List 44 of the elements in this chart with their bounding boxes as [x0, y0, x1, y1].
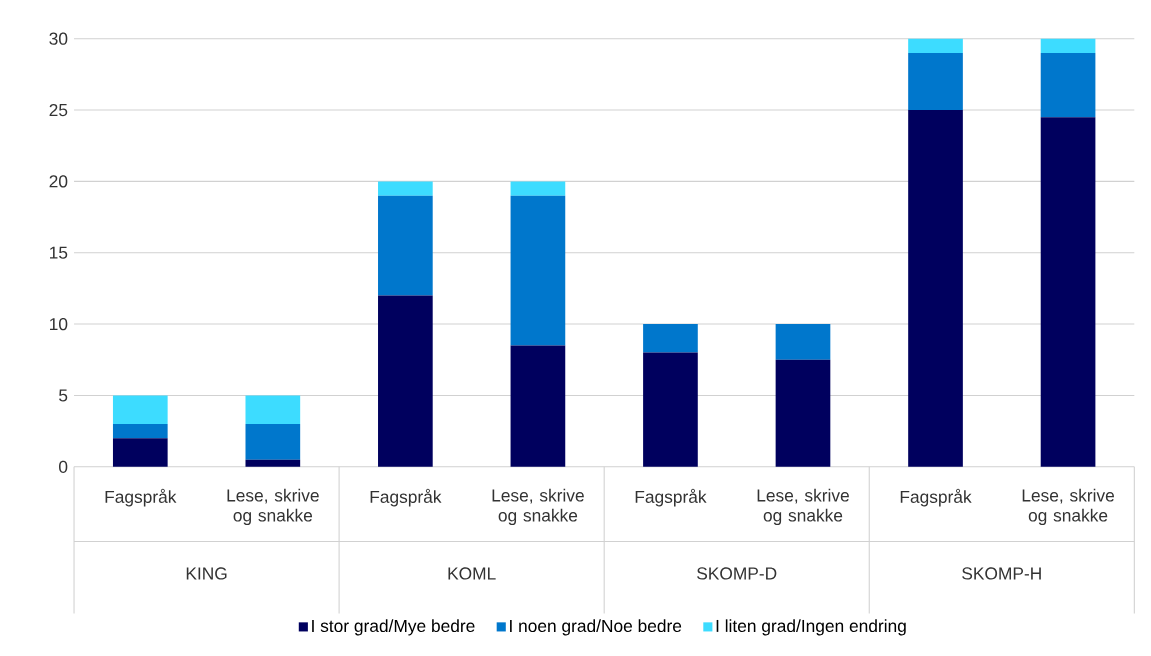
x-tick-label: Lese, skrive og snakke: [757, 488, 849, 525]
x-tick-label: Fagspråk: [105, 488, 177, 507]
bar: [510, 195, 566, 346]
bar: [775, 359, 831, 467]
y-tick-label: 20: [49, 175, 68, 188]
bar: [378, 181, 433, 196]
bar: [112, 395, 168, 424]
x-tick-label: Fagspråk: [370, 488, 442, 507]
bar: [908, 38, 963, 53]
bar: [245, 395, 301, 424]
x-tick-label: Lese, skrive og snakke: [227, 488, 319, 525]
bar: [112, 438, 168, 467]
bar: [775, 324, 831, 360]
x-tick-label: Lese, skrive og snakke: [492, 488, 584, 525]
legend-label: I liten grad/Ingen endring: [716, 619, 906, 636]
text: KING: [186, 567, 227, 580]
bar: [1040, 117, 1096, 467]
y-tick-label: 0: [59, 460, 68, 473]
bar: [643, 352, 698, 467]
bar: [378, 195, 433, 296]
bar: [908, 109, 963, 467]
bar: [908, 52, 963, 110]
text: SKOMP-H: [962, 567, 1041, 580]
y-tick-label: 25: [49, 103, 68, 117]
legend-label: I noen grad/Noe bedre: [510, 619, 682, 636]
legend-label: I stor grad/Mye bedre: [312, 619, 475, 636]
bar: [510, 345, 566, 467]
bar: [112, 423, 168, 439]
bar: [245, 459, 301, 467]
bar: [245, 423, 301, 460]
bar: [378, 295, 433, 467]
x-tick-label: Lese, skrive og snakke: [1022, 488, 1114, 525]
y-tick-label: 30: [49, 32, 68, 45]
bar: [510, 181, 566, 196]
bar: [1040, 52, 1096, 118]
x-tick-label: Fagspråk: [635, 488, 707, 507]
y-tick-label: 10: [50, 317, 68, 331]
text: KOML: [448, 567, 496, 580]
y-tick-label: 15: [50, 246, 68, 259]
y-tick-label: 5: [59, 389, 68, 402]
bar: [1040, 38, 1096, 53]
bar: [643, 324, 698, 353]
x-tick-label: Fagspråk: [900, 488, 972, 507]
text: SKOMP-D: [697, 567, 777, 580]
